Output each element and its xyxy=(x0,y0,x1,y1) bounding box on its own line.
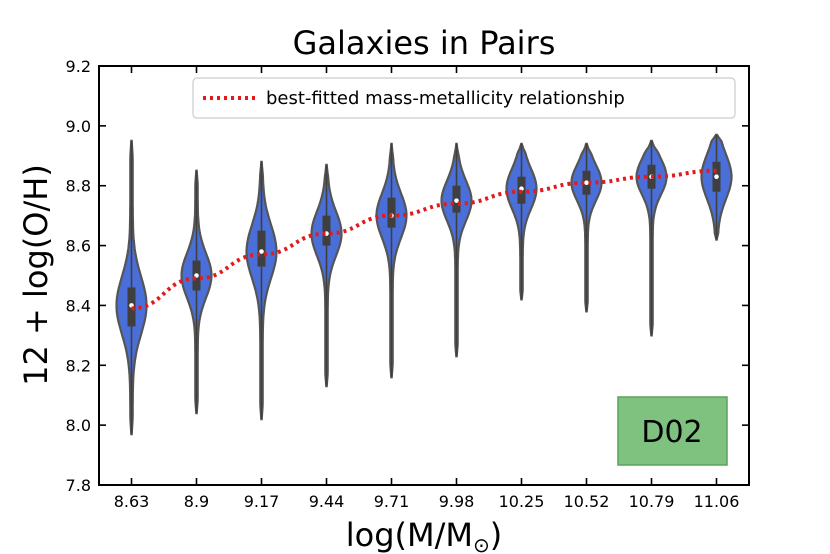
x-tick-label-9: 11.06 xyxy=(694,492,740,511)
violins-group xyxy=(115,133,733,436)
x-tick-label-8: 10.79 xyxy=(629,492,675,511)
y-tick-label-2: 8.2 xyxy=(66,356,91,375)
fit-line-group xyxy=(131,168,717,311)
violin-median-7 xyxy=(584,180,589,186)
y-tick-label-5: 8.8 xyxy=(66,177,91,196)
x-axis-label-sub: ⊙ xyxy=(473,533,490,554)
plot-frame xyxy=(98,65,750,486)
violin-median-9 xyxy=(714,174,719,180)
x-tick-label-1: 8.9 xyxy=(184,492,209,511)
x-tick-label-2: 9.17 xyxy=(244,492,280,511)
violin-median-2 xyxy=(259,249,264,254)
legend-box xyxy=(192,77,736,119)
x-axis-label-main: log(M/M xyxy=(346,516,473,554)
x-tick-label-6: 10.25 xyxy=(499,492,545,511)
violin-median-5 xyxy=(454,198,459,203)
x-tick-label-7: 10.52 xyxy=(564,492,610,511)
y-tick-label-4: 8.6 xyxy=(66,237,91,256)
y-axis-label: 12 + log(O/H) xyxy=(17,164,55,386)
violin-box-3 xyxy=(322,215,331,246)
x-axis-label-close: ) xyxy=(490,516,502,554)
legend-label: best-fitted mass-metallicity relationshi… xyxy=(266,88,625,109)
y-tick-label-1: 8.0 xyxy=(66,416,91,435)
x-tick-label-4: 9.71 xyxy=(374,492,410,511)
fit-line xyxy=(131,168,717,311)
x-tick-label-3: 9.44 xyxy=(309,492,345,511)
legend: best-fitted mass-metallicity relationshi… xyxy=(192,77,736,119)
violin-box-4 xyxy=(387,197,396,228)
y-tick-label-7: 9.2 xyxy=(66,57,91,76)
x-tick-label-0: 8.63 xyxy=(114,492,150,511)
chart-title: Galaxies in Pairs xyxy=(293,24,556,62)
y-tick-label-6: 9.0 xyxy=(66,117,91,136)
badge-box xyxy=(617,396,728,466)
y-tick-label-3: 8.4 xyxy=(66,296,91,315)
y-ticks-group: 7.8 8.0 8.2 8.4 8.6 8.8 9.0 9.2 xyxy=(66,57,749,495)
y-tick-label-0: 7.8 xyxy=(66,476,91,495)
badge: D02 xyxy=(617,396,728,466)
violin-box-2 xyxy=(257,230,266,267)
x-ticks-group: 8.63 8.9 9.17 9.44 9.71 9.98 10.25 10.52 10.79 11… xyxy=(114,66,740,511)
badge-label: D02 xyxy=(641,415,702,450)
x-tick-label-5: 9.98 xyxy=(439,492,475,511)
x-axis-label: log(M/M⊙) xyxy=(346,516,503,554)
